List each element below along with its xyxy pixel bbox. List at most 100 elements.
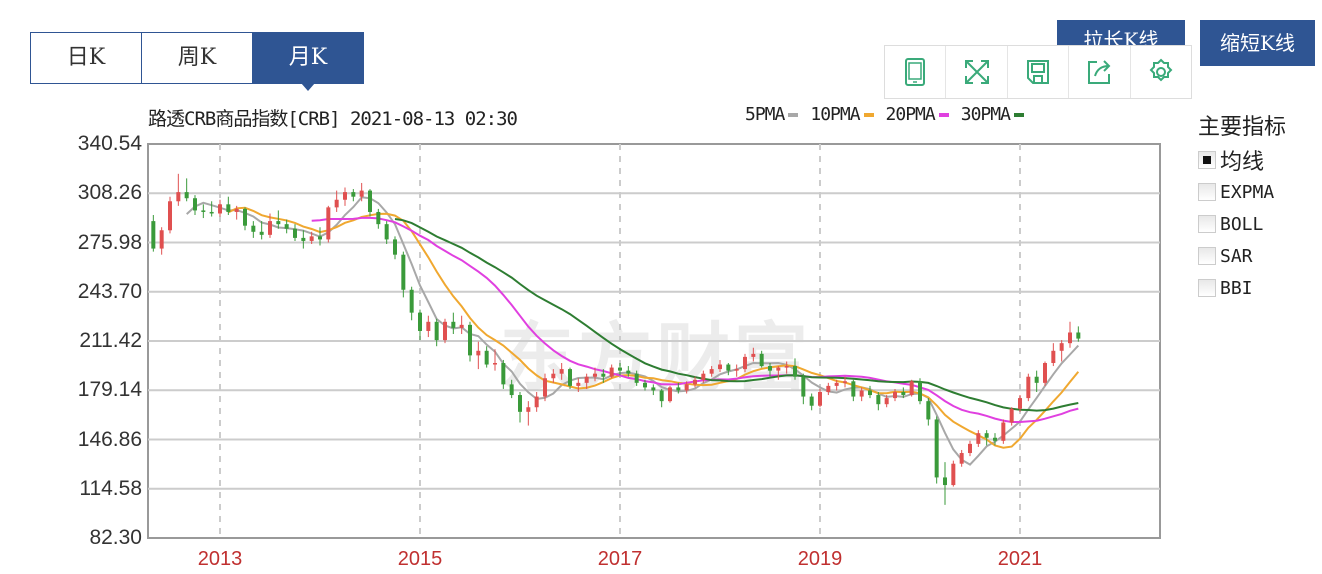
indicator-ma[interactable]: 均线 [1198, 144, 1286, 176]
candle-body [609, 367, 614, 377]
x-tick-label: 2013 [197, 548, 243, 570]
candle-body [184, 192, 189, 199]
x-tick-label: 2015 [397, 548, 443, 570]
save-button[interactable] [1008, 46, 1070, 98]
candle-body [893, 391, 897, 399]
candle-body [409, 289, 414, 313]
candle-body [159, 230, 164, 249]
candle-body [934, 419, 939, 478]
candle-body [543, 378, 547, 397]
candle-body [493, 363, 497, 365]
candle-body [659, 390, 664, 402]
phone-icon [905, 58, 926, 86]
candle-body [884, 398, 889, 405]
candle-body [518, 395, 522, 412]
candle-body [209, 211, 214, 214]
candle-body [718, 364, 722, 370]
indicator-bbi[interactable]: BBI [1198, 272, 1286, 304]
phone-button[interactable] [885, 46, 947, 98]
y-tick-label: 179.14 [77, 378, 142, 402]
candle-body [826, 385, 831, 392]
candle-body [1076, 332, 1081, 339]
chart-toolbar [884, 45, 1192, 99]
fullscreen-button[interactable] [946, 46, 1008, 98]
share-icon [1088, 60, 1111, 84]
candle-body [926, 401, 931, 420]
y-tick-label: 211.42 [79, 329, 142, 352]
shorten-k-button[interactable]: 缩短K线 [1200, 20, 1315, 66]
candle-body [326, 207, 331, 240]
candle-body [193, 198, 197, 211]
candle-body [534, 396, 539, 408]
candle-body [276, 221, 281, 225]
candle-body [559, 369, 564, 374]
share-button[interactable] [1069, 46, 1131, 98]
candle-body [343, 192, 347, 200]
candle-body [693, 379, 697, 385]
candle-body [1068, 332, 1072, 344]
candle-body [384, 224, 389, 240]
checkbox[interactable] [1198, 279, 1216, 297]
x-tick-label: 2021 [997, 548, 1043, 570]
y-tick-label: 146.86 [77, 427, 142, 451]
candle-body [759, 353, 764, 367]
settings-button[interactable] [1131, 46, 1191, 98]
candle-body [476, 350, 481, 356]
candle-body [393, 239, 397, 255]
candle-body [509, 384, 514, 396]
checkbox[interactable] [1198, 247, 1216, 265]
candle-body [768, 366, 772, 371]
ma-legend: 5PMA 10PMA 20PMA 30PMA [745, 104, 1024, 125]
legend-20pma: 20PMA [886, 104, 949, 125]
ma-line-20 [311, 216, 1079, 423]
tab-monthly-k[interactable]: 月K [253, 33, 363, 91]
checkbox[interactable] [1198, 183, 1216, 201]
checkbox[interactable] [1198, 151, 1216, 169]
candle-body [1018, 398, 1022, 409]
candle-body [593, 373, 597, 377]
indicator-boll[interactable]: BOLL [1198, 208, 1286, 240]
candle-body [801, 376, 806, 397]
candle-body [959, 453, 964, 464]
candle-body [201, 210, 206, 212]
candle-body [1051, 350, 1056, 364]
candle-body [584, 376, 589, 383]
ma-line-5 [186, 196, 1080, 466]
candle-body [868, 390, 872, 396]
candle-body [443, 321, 447, 341]
candle-body [459, 324, 464, 328]
indicator-expma[interactable]: EXPMA [1198, 176, 1286, 208]
candle-body [976, 433, 981, 444]
tab-weekly-k[interactable]: 周K [142, 33, 253, 83]
checkbox[interactable] [1198, 215, 1216, 233]
candle-body [918, 381, 922, 402]
candle-body [468, 324, 472, 356]
candle-body [734, 369, 739, 371]
candle-body [168, 201, 172, 231]
period-tabs: 日K 周K 月K [30, 32, 364, 91]
candle-body [226, 204, 231, 212]
candle-body [634, 373, 639, 383]
candle-body [943, 477, 947, 486]
legend-5pma: 5PMA [745, 104, 799, 125]
candle-body [909, 381, 914, 396]
candle-body [843, 381, 847, 383]
candle-body [901, 391, 906, 396]
indicator-sar[interactable]: SAR [1198, 240, 1286, 272]
tab-daily-k[interactable]: 日K [31, 33, 142, 83]
candle-body [1034, 376, 1039, 383]
legend-30pma: 30PMA [961, 104, 1024, 125]
candle-body [568, 369, 572, 386]
candle-body [643, 382, 647, 388]
candle-body [376, 211, 381, 225]
fullscreen-icon [964, 60, 989, 84]
candle-body [668, 387, 672, 402]
candle-body [268, 221, 272, 235]
y-tick-label: 275.98 [77, 230, 142, 254]
gear-icon [1149, 58, 1173, 82]
y-tick-label: 243.70 [77, 279, 142, 303]
y-tick-label: 114.58 [79, 476, 142, 500]
candle-body [401, 254, 406, 290]
y-tick-label: 340.54 [77, 132, 142, 155]
